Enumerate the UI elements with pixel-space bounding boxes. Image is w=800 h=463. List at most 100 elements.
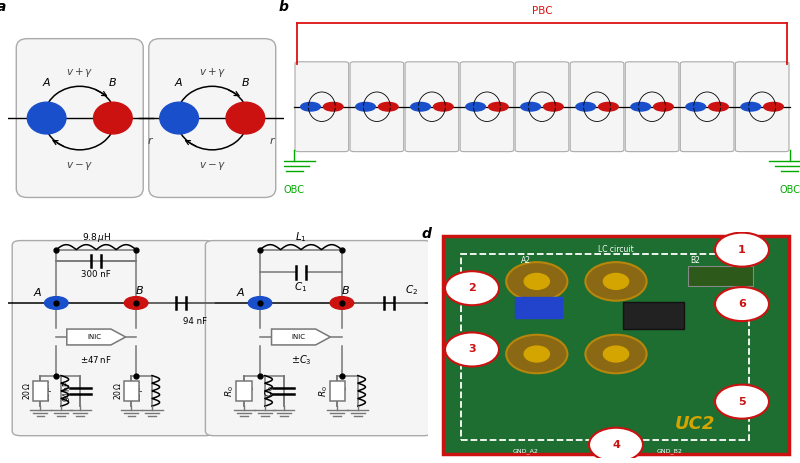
Text: $B$: $B$ [341,284,350,296]
Text: $\pm C_3$: $\pm C_3$ [290,353,311,367]
Text: UC2: UC2 [675,415,715,433]
Bar [330,381,345,400]
Text: $33\,\mu$H: $33\,\mu$H [132,380,145,402]
Bar [124,381,139,400]
Circle shape [434,102,453,111]
Circle shape [741,102,761,111]
Text: 6: 6 [738,299,746,309]
Text: $A$: $A$ [42,76,51,88]
Circle shape [323,102,343,111]
Circle shape [589,428,643,462]
FancyBboxPatch shape [735,62,789,152]
Circle shape [603,346,629,362]
Text: $C_2$: $C_2$ [405,283,418,297]
FancyBboxPatch shape [443,236,789,454]
Circle shape [598,102,618,111]
Bar [33,381,48,400]
Circle shape [226,102,265,134]
Circle shape [603,274,629,289]
Text: $20\,\Omega$: $20\,\Omega$ [21,382,32,400]
FancyBboxPatch shape [515,62,569,152]
Text: 2: 2 [468,283,476,293]
Circle shape [524,274,550,289]
FancyBboxPatch shape [206,241,432,436]
FancyBboxPatch shape [626,62,679,152]
Circle shape [27,102,66,134]
Circle shape [654,102,674,111]
Circle shape [45,297,68,309]
FancyBboxPatch shape [350,62,404,152]
FancyBboxPatch shape [149,39,276,197]
Text: $R_0$: $R_0$ [224,385,237,397]
Text: b: b [279,0,289,14]
Text: INIC: INIC [87,334,101,340]
Bar [623,302,685,329]
Circle shape [586,262,646,300]
Text: 4: 4 [612,440,620,450]
FancyBboxPatch shape [460,62,514,152]
FancyBboxPatch shape [295,62,349,152]
Bar [688,266,753,286]
Text: $C_0$: $C_0$ [264,385,276,397]
Circle shape [524,346,550,362]
Circle shape [489,102,508,111]
Circle shape [356,102,375,111]
FancyBboxPatch shape [680,62,734,152]
Bar [515,297,562,318]
Text: $v-\gamma$: $v-\gamma$ [66,160,94,172]
Text: $B$: $B$ [109,76,118,88]
Circle shape [543,102,563,111]
Text: $A$: $A$ [236,286,246,298]
Text: OBC: OBC [779,185,800,195]
Circle shape [764,102,783,111]
FancyBboxPatch shape [405,62,458,152]
Circle shape [686,102,706,111]
Text: A2: A2 [521,257,531,265]
Text: $94\,$nF: $94\,$nF [61,380,72,402]
Bar [237,381,251,400]
Circle shape [445,271,499,305]
Circle shape [521,102,541,111]
Text: $v+\gamma$: $v+\gamma$ [198,66,226,79]
Text: $v-\gamma$: $v-\gamma$ [198,160,226,172]
Text: $B$: $B$ [241,76,250,88]
Text: OBC: OBC [284,185,305,195]
Circle shape [330,297,354,309]
Text: $A$: $A$ [174,76,184,88]
Text: $L_0$: $L_0$ [338,386,350,396]
FancyBboxPatch shape [12,241,214,436]
Text: d: d [422,227,431,241]
FancyBboxPatch shape [570,62,624,152]
Circle shape [715,385,769,419]
Polygon shape [271,329,330,345]
Text: $\pm47\,$nF: $\pm47\,$nF [81,354,112,365]
Text: $A$: $A$ [33,286,42,298]
Text: $v+\gamma$: $v+\gamma$ [66,66,94,79]
Circle shape [506,335,567,373]
Text: GND_A2: GND_A2 [513,449,539,454]
Circle shape [586,335,646,373]
Text: a: a [0,0,6,14]
Circle shape [506,262,567,300]
Circle shape [124,297,148,309]
Text: $C_1$: $C_1$ [294,280,307,294]
Circle shape [715,287,769,321]
Circle shape [378,102,398,111]
Text: $L_1$: $L_1$ [295,230,307,244]
Text: PBC: PBC [532,6,552,16]
Circle shape [631,102,650,111]
Text: B2: B2 [690,257,700,265]
Text: INIC: INIC [292,334,306,340]
FancyBboxPatch shape [16,39,143,197]
Text: $R_0$: $R_0$ [317,385,330,397]
Circle shape [248,297,272,309]
Circle shape [410,102,430,111]
Text: GND_B2: GND_B2 [657,449,683,454]
Circle shape [160,102,198,134]
Text: $B$: $B$ [135,284,144,296]
Polygon shape [67,329,126,345]
Circle shape [715,232,769,267]
Circle shape [576,102,595,111]
Text: 3: 3 [468,344,476,355]
Text: $L_0$: $L_0$ [245,386,257,396]
